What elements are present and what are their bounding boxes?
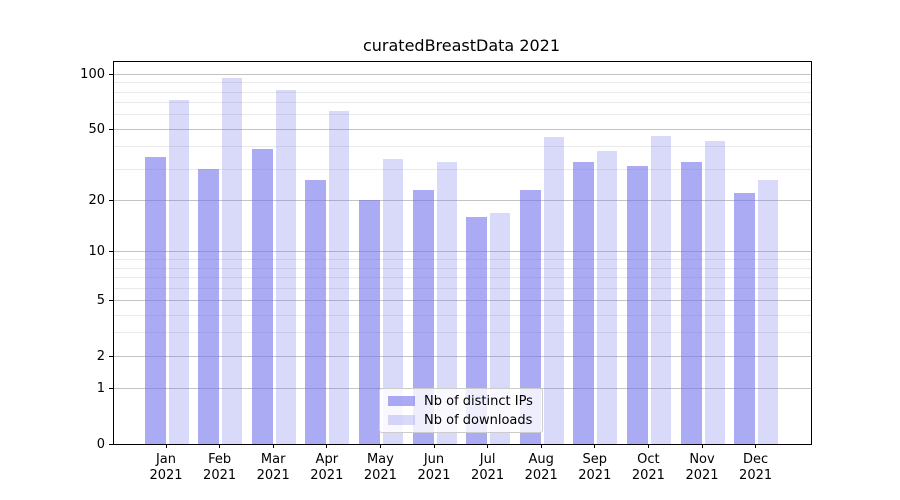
- x-tick-mark: [487, 444, 489, 448]
- x-tick-mark: [219, 444, 221, 448]
- x-tick-mark: [701, 444, 703, 448]
- minor-gridline: [114, 314, 811, 316]
- minor-gridline: [114, 168, 811, 170]
- x-tick-mark: [326, 444, 328, 448]
- major-gridline: [114, 128, 811, 130]
- x-tick-mark: [647, 444, 649, 448]
- bar-distinct-ips: [680, 161, 702, 444]
- bar-distinct-ips: [305, 180, 327, 444]
- bar-downloads: [382, 159, 403, 444]
- x-tick-label: Feb 2021: [203, 452, 237, 483]
- x-tick-mark: [433, 444, 435, 448]
- y-tick-label: 0: [96, 436, 105, 452]
- legend: Nb of distinct IPs Nb of downloads: [379, 388, 543, 433]
- bar-distinct-ips: [198, 169, 220, 444]
- minor-gridline: [114, 82, 811, 84]
- y-tick-mark: [109, 251, 113, 253]
- legend-label: Nb of downloads: [424, 412, 533, 428]
- x-tick-label: Nov 2021: [685, 452, 719, 483]
- minor-gridline: [114, 114, 811, 116]
- bar-distinct-ips: [626, 166, 648, 444]
- minor-gridline: [114, 276, 811, 278]
- y-tick-label: 10: [88, 244, 105, 260]
- y-tick-mark: [109, 387, 113, 389]
- bar-distinct-ips: [251, 148, 273, 444]
- major-gridline: [114, 199, 811, 201]
- y-tick-mark: [109, 199, 113, 201]
- y-tick-mark: [109, 300, 113, 302]
- x-tick-label: Apr 2021: [310, 452, 344, 483]
- y-tick-mark: [109, 443, 113, 445]
- bar-downloads: [329, 110, 350, 444]
- bar-distinct-ips: [144, 157, 166, 444]
- y-tick-label: 5: [96, 293, 105, 309]
- bar-distinct-ips: [412, 189, 434, 444]
- y-tick-mark: [109, 128, 113, 130]
- bar-distinct-ips: [519, 189, 541, 444]
- bar-downloads: [222, 77, 243, 444]
- minor-gridline: [114, 259, 811, 261]
- bar-distinct-ips: [734, 192, 756, 444]
- x-tick-mark: [540, 444, 542, 448]
- bar-distinct-ips: [358, 200, 380, 444]
- minor-gridline: [114, 267, 811, 269]
- x-tick-label: Jun 2021: [417, 452, 451, 483]
- x-tick-label: Jan 2021: [149, 452, 183, 483]
- legend-row: Nb of downloads: [388, 412, 542, 428]
- legend-row: Nb of distinct IPs: [388, 393, 542, 409]
- y-tick-mark: [109, 73, 113, 75]
- bar-downloads: [275, 90, 296, 444]
- legend-label: Nb of distinct IPs: [424, 393, 533, 409]
- legend-swatch-distinct-ips: [388, 396, 415, 406]
- x-tick-mark: [594, 444, 596, 448]
- plot-area: Jan 2021 Feb 2021 Mar 2021 Apr 2021 May 2021…: [80, 61, 812, 483]
- y-tick-mark: [109, 355, 113, 357]
- chart-title: curatedBreastData 2021: [362, 36, 561, 55]
- x-tick-label: Sep 2021: [578, 452, 612, 483]
- x-tick-mark: [379, 444, 381, 448]
- y-tick-label: 100: [80, 66, 105, 82]
- minor-gridline: [114, 102, 811, 104]
- bar-downloads: [490, 212, 511, 444]
- minor-gridline: [114, 146, 811, 148]
- major-gridline: [114, 355, 811, 357]
- x-tick-mark: [165, 444, 167, 448]
- major-gridline: [114, 300, 811, 302]
- bar-downloads: [168, 100, 189, 444]
- legend-swatch-downloads: [388, 415, 415, 425]
- bar-distinct-ips: [466, 217, 488, 444]
- bar-downloads: [436, 161, 457, 444]
- x-tick-label: Mar 2021: [256, 452, 290, 483]
- minor-gridline: [114, 287, 811, 289]
- x-tick-label: May 2021: [363, 452, 397, 483]
- y-tick-label: 1: [96, 380, 105, 396]
- x-tick-label: Dec 2021: [739, 452, 773, 483]
- bar-downloads: [597, 150, 618, 444]
- bar-downloads: [543, 137, 564, 444]
- bar-downloads: [650, 135, 671, 444]
- minor-gridline: [114, 91, 811, 93]
- x-tick-label: Oct 2021: [631, 452, 665, 483]
- y-tick-label: 2: [96, 348, 105, 364]
- bar-downloads: [758, 180, 779, 444]
- major-gridline: [114, 73, 811, 75]
- y-tick-label: 50: [88, 121, 105, 137]
- x-tick-mark: [755, 444, 757, 448]
- x-tick-label: Aug 2021: [524, 452, 558, 483]
- y-tick-label: 20: [88, 192, 105, 208]
- minor-gridline: [114, 332, 811, 334]
- bar-distinct-ips: [573, 161, 595, 444]
- x-tick-label: Jul 2021: [471, 452, 505, 483]
- x-tick-mark: [272, 444, 274, 448]
- bar-downloads: [704, 140, 725, 444]
- major-gridline: [114, 251, 811, 253]
